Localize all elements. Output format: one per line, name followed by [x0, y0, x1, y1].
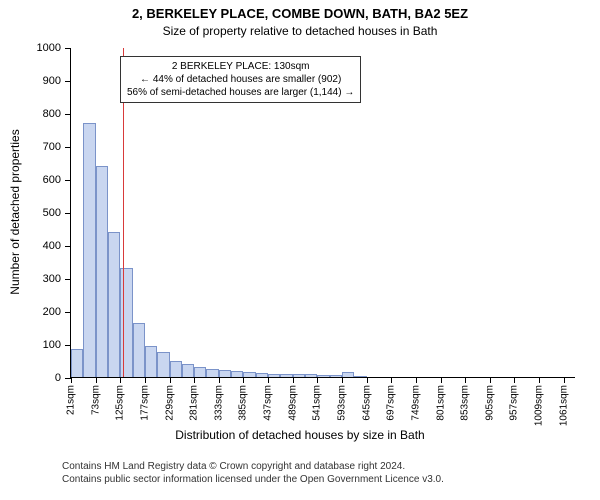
histogram-bar: [145, 346, 157, 377]
histogram-bar: [243, 372, 255, 377]
x-tick: [243, 377, 244, 383]
x-tick: [317, 377, 318, 383]
y-tick: [65, 213, 71, 214]
x-tick: [564, 377, 565, 383]
y-tick-label: 500: [43, 207, 61, 219]
x-tick: [465, 377, 466, 383]
annotation-line-1: 2 BERKELEY PLACE: 130sqm: [127, 60, 354, 73]
x-tick-label: 697sqm: [386, 385, 397, 421]
x-tick-label: 749sqm: [410, 385, 421, 421]
x-tick-label: 957sqm: [509, 385, 520, 421]
x-tick: [490, 377, 491, 383]
x-tick-label: 905sqm: [484, 385, 495, 421]
histogram-bar: [293, 374, 305, 377]
y-tick-label: 1000: [37, 42, 61, 54]
x-tick: [145, 377, 146, 383]
y-tick-label: 0: [55, 372, 61, 384]
histogram-bar: [182, 364, 194, 377]
x-tick: [96, 377, 97, 383]
attribution-footer: Contains HM Land Registry data © Crown c…: [62, 460, 444, 486]
histogram-bar: [206, 369, 218, 377]
y-tick: [65, 114, 71, 115]
y-tick-label: 100: [43, 339, 61, 351]
annotation-box: 2 BERKELEY PLACE: 130sqm ← 44% of detach…: [120, 56, 361, 103]
x-tick: [293, 377, 294, 383]
x-tick-label: 73sqm: [90, 385, 101, 415]
y-tick: [65, 48, 71, 49]
y-tick-label: 700: [43, 141, 61, 153]
x-tick: [71, 377, 72, 383]
footer-line-2: Contains public sector information licen…: [62, 473, 444, 486]
x-tick-label: 177sqm: [139, 385, 150, 421]
x-tick-label: 593sqm: [336, 385, 347, 421]
x-tick-label: 437sqm: [263, 385, 274, 421]
x-tick-label: 489sqm: [287, 385, 298, 421]
x-tick: [219, 377, 220, 383]
y-axis-label: Number of detached properties: [8, 112, 22, 312]
chart-subtitle: Size of property relative to detached ho…: [0, 24, 600, 38]
histogram-bar: [71, 349, 83, 377]
x-tick-label: 1009sqm: [534, 385, 545, 426]
y-tick-label: 600: [43, 174, 61, 186]
x-tick: [514, 377, 515, 383]
histogram-bar: [342, 372, 354, 377]
y-tick-label: 200: [43, 306, 61, 318]
y-tick: [65, 312, 71, 313]
annotation-line-3: 56% of semi-detached houses are larger (…: [127, 86, 354, 99]
x-tick-label: 21sqm: [66, 385, 77, 415]
x-tick-label: 1061sqm: [558, 385, 569, 426]
y-tick-label: 400: [43, 240, 61, 252]
x-tick-label: 385sqm: [238, 385, 249, 421]
x-axis-label: Distribution of detached houses by size …: [0, 428, 600, 442]
histogram-bar: [354, 376, 366, 377]
footer-line-1: Contains HM Land Registry data © Crown c…: [62, 460, 444, 473]
y-tick-label: 900: [43, 75, 61, 87]
histogram-bar: [256, 373, 268, 377]
histogram-bar: [194, 367, 206, 377]
x-tick-label: 853sqm: [460, 385, 471, 421]
x-tick-label: 541sqm: [312, 385, 323, 421]
histogram-bar: [157, 352, 169, 377]
x-tick: [391, 377, 392, 383]
histogram-bar: [280, 374, 292, 377]
x-tick: [120, 377, 121, 383]
x-tick: [416, 377, 417, 383]
histogram-bar: [330, 375, 342, 377]
histogram-bar: [317, 375, 329, 377]
x-tick: [170, 377, 171, 383]
x-tick: [441, 377, 442, 383]
x-tick-label: 801sqm: [435, 385, 446, 421]
histogram-bar: [96, 166, 108, 377]
histogram-bar: [268, 374, 280, 377]
x-tick-label: 281sqm: [189, 385, 200, 421]
histogram-bar: [305, 374, 317, 377]
x-tick-label: 229sqm: [164, 385, 175, 421]
x-tick: [342, 377, 343, 383]
x-tick-label: 125sqm: [115, 385, 126, 421]
x-tick: [194, 377, 195, 383]
chart-title: 2, BERKELEY PLACE, COMBE DOWN, BATH, BA2…: [0, 6, 600, 21]
y-tick: [65, 279, 71, 280]
histogram-bar: [108, 232, 120, 377]
histogram-bar: [83, 123, 95, 377]
y-tick: [65, 246, 71, 247]
y-tick-label: 300: [43, 273, 61, 285]
histogram-bar: [231, 371, 243, 377]
y-tick: [65, 345, 71, 346]
annotation-line-2: ← 44% of detached houses are smaller (90…: [127, 73, 354, 86]
x-tick: [268, 377, 269, 383]
y-tick: [65, 180, 71, 181]
histogram-bar: [133, 323, 145, 377]
y-tick: [65, 147, 71, 148]
x-tick-label: 333sqm: [213, 385, 224, 421]
x-tick: [539, 377, 540, 383]
histogram-bar: [219, 370, 231, 377]
x-tick-label: 645sqm: [361, 385, 372, 421]
x-tick: [367, 377, 368, 383]
y-tick-label: 800: [43, 108, 61, 120]
y-tick: [65, 81, 71, 82]
histogram-bar: [170, 361, 182, 378]
